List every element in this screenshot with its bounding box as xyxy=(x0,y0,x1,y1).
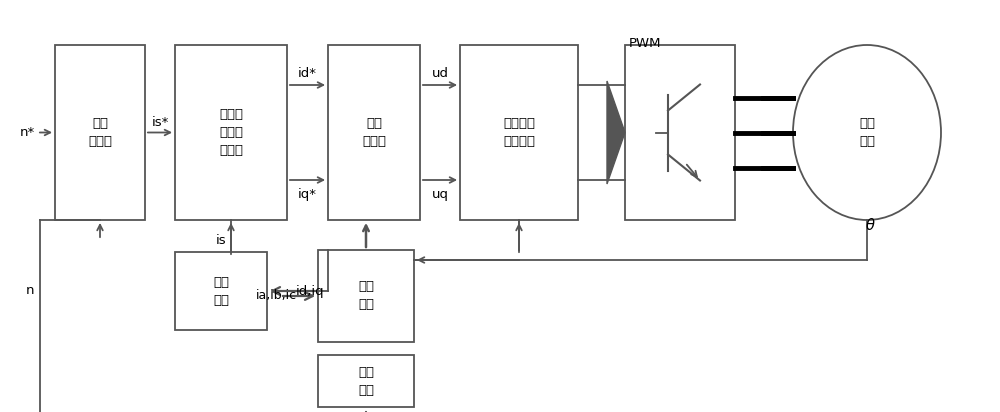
Text: ia,ib,ic: ia,ib,ic xyxy=(255,290,297,302)
Text: is*: is* xyxy=(151,116,169,129)
Text: 幅值
计算: 幅值 计算 xyxy=(213,276,229,307)
Text: 电流角
度极值
控制器: 电流角 度极值 控制器 xyxy=(219,108,243,157)
Bar xyxy=(328,45,420,220)
Text: n: n xyxy=(26,283,34,297)
Text: 永磁
电机: 永磁 电机 xyxy=(859,117,875,148)
Text: iq*: iq* xyxy=(298,187,317,201)
Text: n*: n* xyxy=(19,126,35,139)
Bar xyxy=(175,252,267,330)
Text: id,iq: id,iq xyxy=(296,285,325,297)
Text: PWM: PWM xyxy=(629,37,661,49)
Bar xyxy=(55,45,145,220)
Text: 转速
计算: 转速 计算 xyxy=(358,365,374,396)
Text: is: is xyxy=(216,234,226,246)
Text: θ: θ xyxy=(866,218,874,232)
Text: 坐标
变换: 坐标 变换 xyxy=(358,281,374,311)
Text: 转速
控制器: 转速 控制器 xyxy=(88,117,112,148)
Ellipse shape xyxy=(793,45,941,220)
Bar xyxy=(460,45,578,220)
Text: 电流
控制器: 电流 控制器 xyxy=(362,117,386,148)
Bar xyxy=(318,250,414,342)
Bar xyxy=(625,45,735,220)
Text: uq: uq xyxy=(432,187,448,201)
Text: id*: id* xyxy=(298,66,317,80)
Bar xyxy=(175,45,287,220)
Polygon shape xyxy=(607,81,625,184)
Bar xyxy=(318,355,414,407)
Text: 坐标变换
脉宽调制: 坐标变换 脉宽调制 xyxy=(503,117,535,148)
Text: ud: ud xyxy=(432,66,448,80)
